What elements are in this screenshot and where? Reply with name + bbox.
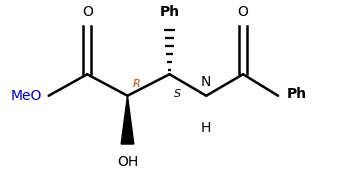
Text: H: H — [201, 121, 211, 135]
Text: N: N — [201, 75, 211, 89]
Text: R: R — [133, 79, 140, 89]
Text: OH: OH — [117, 155, 138, 169]
Text: Ph: Ph — [160, 5, 180, 19]
Text: O: O — [82, 5, 92, 19]
Text: MeO: MeO — [10, 89, 42, 103]
Text: Ph: Ph — [287, 87, 307, 101]
Text: S: S — [174, 89, 181, 99]
Polygon shape — [121, 96, 134, 144]
Text: O: O — [238, 5, 249, 19]
